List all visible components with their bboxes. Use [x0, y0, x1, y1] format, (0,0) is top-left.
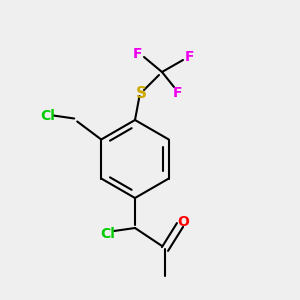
- Text: F: F: [184, 50, 194, 64]
- Text: F: F: [133, 47, 143, 61]
- Text: F: F: [172, 86, 182, 100]
- Text: Cl: Cl: [40, 109, 55, 122]
- Text: Cl: Cl: [100, 227, 116, 241]
- Text: O: O: [177, 215, 189, 229]
- Text: S: S: [136, 85, 146, 100]
